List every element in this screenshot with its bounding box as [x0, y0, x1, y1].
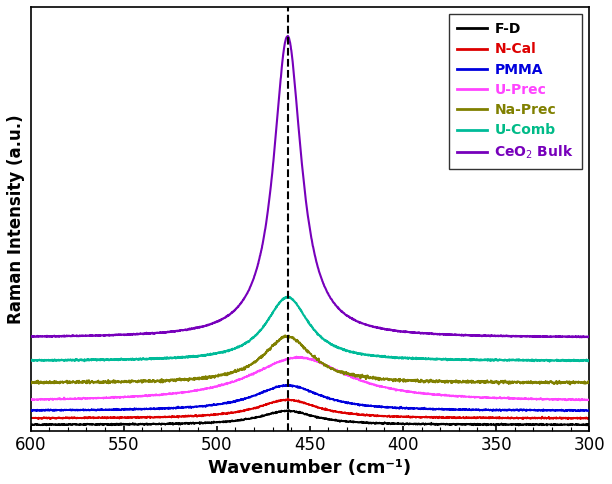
Legend: F-D, N-Cal, PMMA, U-Prec, Na-Prec, U-Comb, CeO$_2$ Bulk: F-D, N-Cal, PMMA, U-Prec, Na-Prec, U-Com…: [449, 14, 582, 169]
Y-axis label: Raman Intensity (a.u.): Raman Intensity (a.u.): [7, 114, 25, 324]
X-axis label: Wavenumber (cm⁻¹): Wavenumber (cm⁻¹): [208, 459, 411, 477]
